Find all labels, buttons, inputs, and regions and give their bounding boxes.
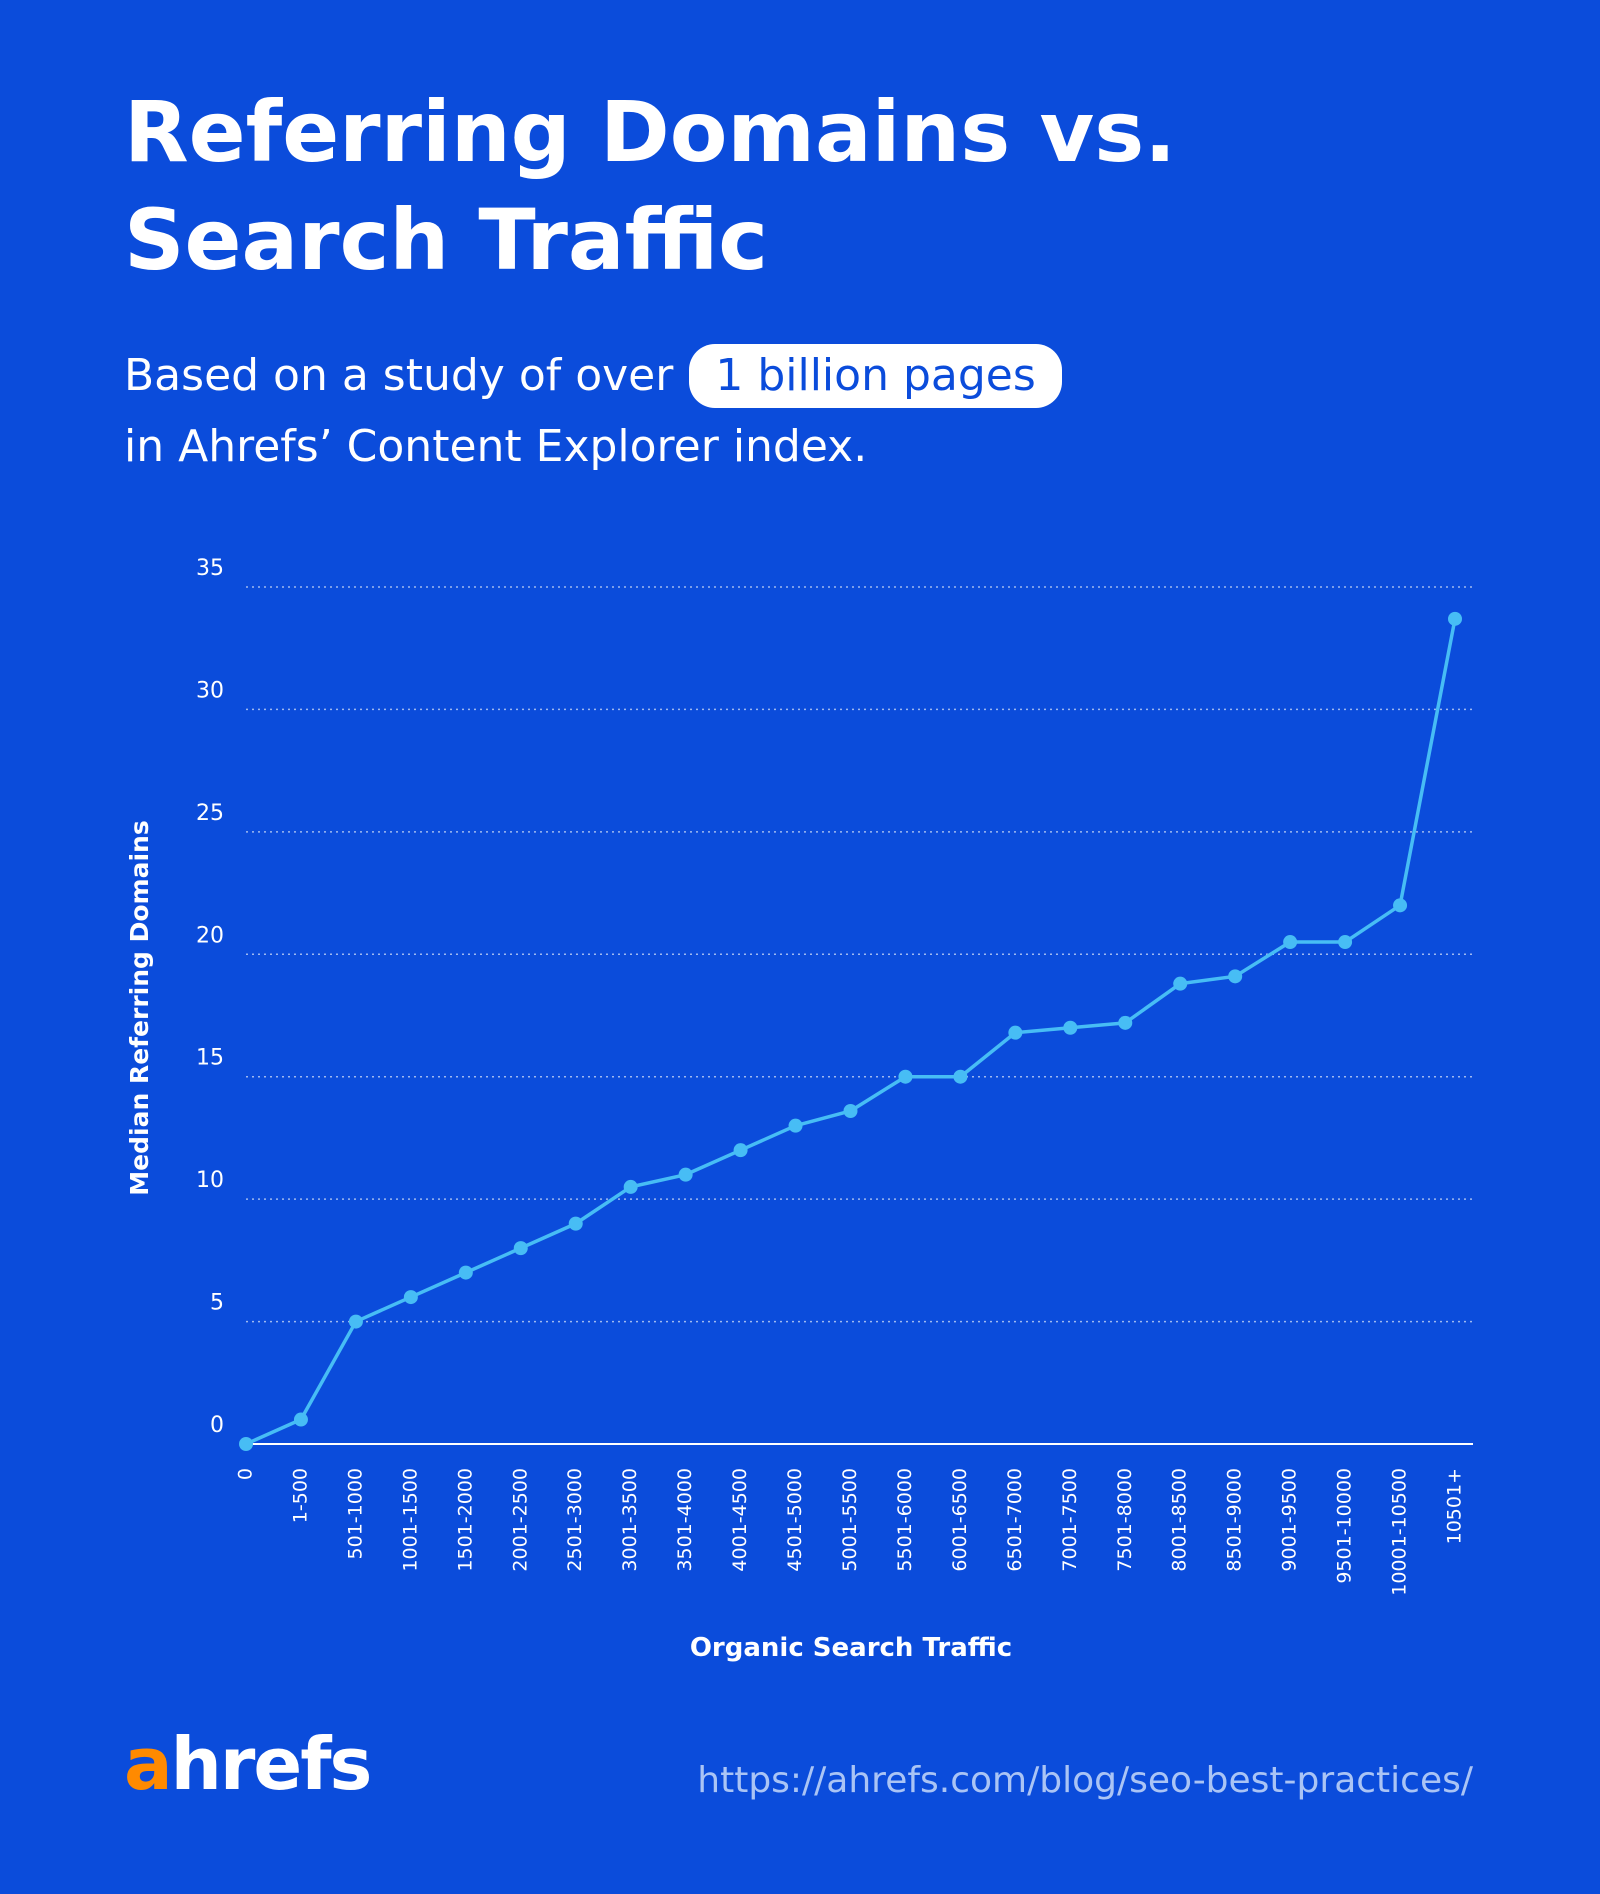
data-point — [788, 1118, 803, 1133]
data-point — [1393, 898, 1408, 913]
data-point — [1338, 935, 1353, 950]
x-tick-label: 9501-10000 — [1334, 1468, 1356, 1584]
x-tick-label: 7501-8000 — [1114, 1468, 1136, 1572]
x-tick-label: 3001-3500 — [619, 1468, 641, 1572]
subtitle-text: in Ahrefs’ Content Explorer index. — [124, 421, 868, 472]
x-tick-label: 8501-9000 — [1224, 1468, 1246, 1572]
x-tick-label: 2001-2500 — [509, 1468, 531, 1572]
data-point — [458, 1265, 473, 1280]
data-point — [623, 1179, 638, 1194]
data-line — [245, 618, 1457, 1446]
y-tick-label: 25 — [196, 801, 224, 826]
data-point — [513, 1241, 528, 1256]
data-point — [1118, 1015, 1133, 1030]
x-tick-label: 9001-9500 — [1279, 1468, 1301, 1572]
x-tick-label: 4501-5000 — [784, 1468, 806, 1572]
title-line: Search Traffic — [124, 191, 769, 289]
data-point — [678, 1167, 693, 1182]
x-tick-label: 5001-5500 — [839, 1468, 861, 1572]
data-point — [293, 1412, 308, 1427]
x-tick-label: 1001-1500 — [399, 1468, 421, 1572]
y-tick-label: 15 — [196, 1046, 224, 1071]
x-tick-label: 0 — [235, 1468, 257, 1480]
data-point — [1063, 1020, 1078, 1035]
data-point — [1008, 1025, 1023, 1040]
data-point — [1283, 935, 1298, 950]
data-point — [1228, 969, 1243, 984]
x-tick-label: 1501-2000 — [454, 1468, 476, 1572]
logo-accent: a — [124, 1722, 173, 1806]
data-point — [403, 1290, 418, 1305]
logo: ahrefs — [124, 1722, 373, 1806]
x-tick-label: 4001-4500 — [729, 1468, 751, 1572]
y-tick-label: 10 — [196, 1168, 224, 1193]
x-tick-label: 6501-7000 — [1004, 1468, 1026, 1572]
x-tick-label: 2501-3000 — [564, 1468, 586, 1572]
x-tick-label: 10501+ — [1444, 1468, 1466, 1544]
highlight-pill: 1 billion pages — [689, 344, 1062, 408]
source-url: https://ahrefs.com/blog/seo-best-practic… — [697, 1760, 1473, 1801]
y-axis-title: Median Referring Domains — [125, 820, 154, 1195]
title: Referring Domains vs. Search Traffic — [124, 78, 1176, 294]
y-tick-label: 35 — [196, 556, 224, 581]
data-point — [239, 1437, 253, 1451]
x-tick-label: 3501-4000 — [674, 1468, 696, 1572]
subtitle: Based on a study of over 1 billion pages … — [124, 340, 1062, 482]
data-point — [953, 1069, 968, 1084]
data-point — [348, 1314, 363, 1329]
data-point — [568, 1216, 583, 1231]
y-tick-label: 20 — [196, 923, 224, 948]
x-tick-label: 10001-10500 — [1389, 1468, 1411, 1596]
subtitle-text: Based on a study of over — [124, 350, 674, 401]
x-tick-label: 7001-7500 — [1059, 1468, 1081, 1572]
x-tick-label: 1-500 — [289, 1468, 311, 1523]
x-axis-title: Organic Search Traffic — [690, 1633, 1012, 1663]
x-tick-label: 8001-8500 — [1169, 1468, 1191, 1572]
logo-text: hrefs — [170, 1722, 373, 1806]
data-point — [733, 1143, 748, 1158]
data-point — [898, 1069, 913, 1084]
y-tick-label: 30 — [196, 678, 224, 703]
data-point — [1173, 976, 1188, 991]
y-tick-label: 5 — [210, 1291, 224, 1316]
data-point — [1448, 611, 1462, 626]
title-line: Referring Domains vs. — [124, 83, 1177, 181]
y-tick-label: 0 — [210, 1413, 224, 1438]
x-tick-label: 6001-6500 — [949, 1468, 971, 1572]
x-tick-label: 501-1000 — [344, 1468, 366, 1559]
x-tick-label: 5501-6000 — [894, 1468, 916, 1572]
data-point — [843, 1103, 858, 1118]
